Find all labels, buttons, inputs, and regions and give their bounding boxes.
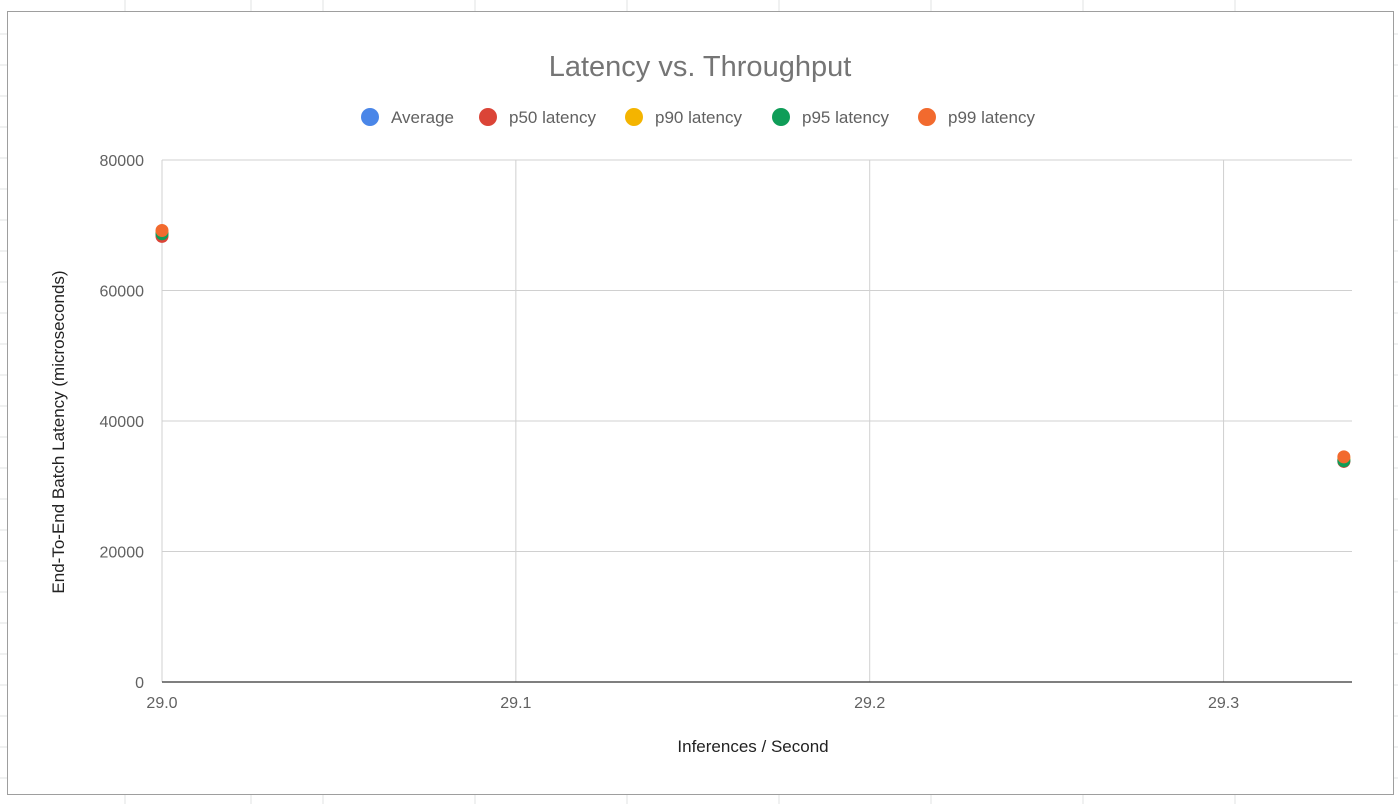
x-tick-label: 29.0 [146, 695, 177, 712]
legend-swatch [479, 108, 497, 126]
chart-card[interactable]: Latency vs. Throughput Average p50 latenc… [7, 11, 1394, 795]
legend-label: p99 latency [948, 108, 1035, 127]
x-tick-label: 29.1 [500, 695, 531, 712]
y-tick-label: 20000 [100, 545, 145, 562]
chart-gridlines [161, 159, 1352, 683]
legend-swatch [772, 108, 790, 126]
data-points [155, 223, 1351, 468]
y-tick-label: 40000 [100, 414, 145, 431]
legend-item[interactable]: p99 latency [918, 108, 1035, 127]
data-point [155, 223, 169, 237]
y-tick-label: 0 [135, 675, 144, 692]
legend-item[interactable]: p90 latency [625, 108, 742, 127]
legend-item[interactable]: p50 latency [479, 108, 596, 127]
legend-item[interactable]: p95 latency [772, 108, 889, 127]
legend-swatch [361, 108, 379, 126]
chart-legend: Average p50 latency p90 latency p95 latency… [361, 108, 1035, 127]
legend-item[interactable]: Average [361, 108, 454, 127]
y-tick-label: 80000 [100, 153, 145, 170]
x-tick-label: 29.2 [854, 695, 885, 712]
legend-swatch [625, 108, 643, 126]
x-axis-label: Inferences / Second [677, 737, 828, 756]
x-tick-label: 29.3 [1208, 695, 1239, 712]
y-axis-label: End-To-End Batch Latency (microseconds) [49, 270, 68, 593]
data-point [1337, 450, 1351, 464]
legend-label: p95 latency [802, 108, 889, 127]
legend-label: p90 latency [655, 108, 742, 127]
y-tick-label: 60000 [100, 284, 145, 301]
legend-label: p50 latency [509, 108, 596, 127]
legend-swatch [918, 108, 936, 126]
y-axis-ticks: 0 20000 40000 60000 80000 [100, 153, 145, 692]
legend-label: Average [391, 108, 454, 127]
chart-title: Latency vs. Throughput [549, 51, 852, 83]
x-axis-ticks: 29.0 29.1 29.2 29.3 [146, 695, 1239, 712]
scatter-chart: Latency vs. Throughput Average p50 latenc… [49, 51, 1352, 756]
